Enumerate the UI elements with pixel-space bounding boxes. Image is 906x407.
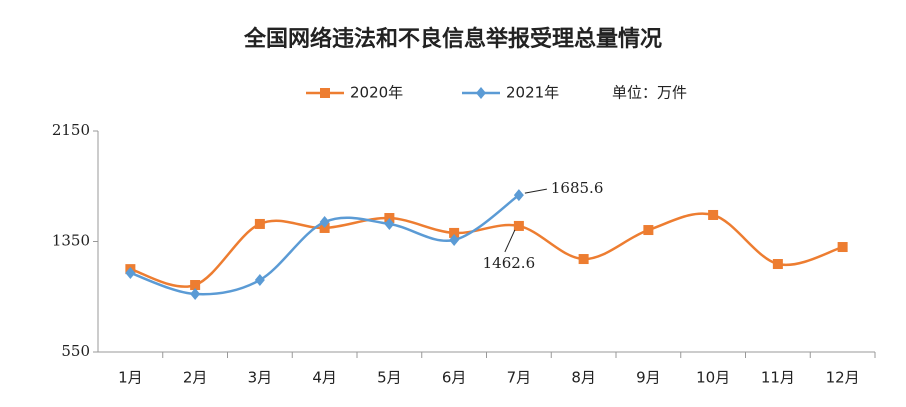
point (708, 209, 719, 220)
legend-label: 2020年 (350, 84, 403, 102)
point (254, 274, 265, 287)
point (643, 225, 654, 236)
point (772, 259, 783, 270)
legend-label: 2021年 (506, 84, 559, 102)
x-tick-label: 9月 (636, 369, 661, 387)
x-tick-label: 10月 (696, 369, 730, 387)
point (190, 287, 201, 300)
point (319, 216, 330, 229)
y-tick-label: 1350 (52, 232, 90, 250)
leader (504, 229, 516, 253)
x-tick-label: 8月 (571, 369, 596, 387)
x-tick-label: 5月 (377, 369, 402, 387)
series-line (130, 212, 844, 288)
y-tick-label: 2150 (52, 121, 90, 139)
x-tick-label: 3月 (248, 369, 273, 387)
x-tick-label: 6月 (442, 369, 467, 387)
x-tick-label: 2月 (183, 369, 208, 387)
data-label: 1462.6 (483, 254, 536, 272)
y-tick-label: 550 (61, 342, 90, 360)
point (384, 217, 395, 230)
series-line (129, 194, 520, 296)
x-tick-label: 11月 (761, 369, 795, 387)
legend-marker (320, 88, 330, 98)
point (578, 254, 589, 265)
legend-marker (476, 87, 486, 99)
leader (524, 188, 547, 194)
point (190, 280, 201, 291)
x-tick-label: 12月 (826, 369, 860, 387)
unit-label: 单位：万件 (612, 84, 687, 102)
data-label: 1685.6 (551, 179, 604, 197)
point (449, 227, 460, 238)
point (254, 218, 265, 229)
point (837, 242, 848, 253)
x-tick-label: 4月 (312, 369, 337, 387)
point (513, 220, 524, 231)
x-tick-label: 1月 (118, 369, 143, 387)
point (449, 233, 460, 246)
point (125, 266, 136, 279)
chart-title: 全国网络违法和不良信息举报受理总量情况 (243, 26, 662, 52)
point (513, 189, 524, 202)
x-tick-label: 7月 (507, 369, 532, 387)
